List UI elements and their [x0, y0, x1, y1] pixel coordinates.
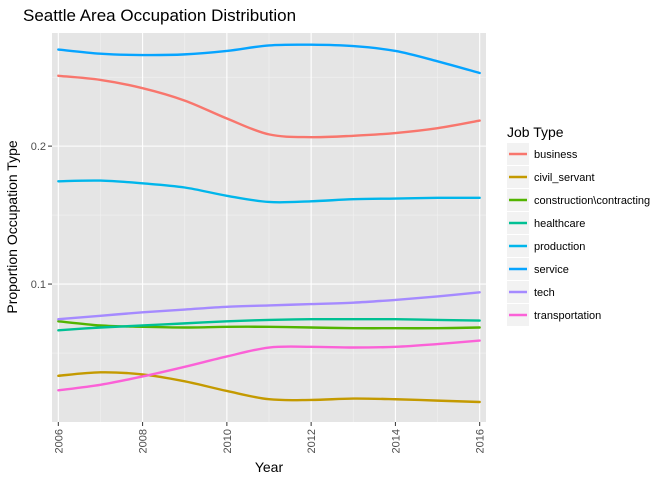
series-line-tech [57, 291, 481, 321]
y-tick-label: 0.1 [31, 279, 46, 291]
x-axis-label: Year [255, 459, 284, 475]
x-tick-label: 2010 [222, 429, 234, 453]
series-line-civil-servant [57, 371, 481, 404]
x-tick-label: 2016 [475, 429, 487, 453]
legend-label-business: business [534, 149, 578, 161]
x-tick-label: 2008 [138, 429, 150, 453]
legend-label-tech: tech [534, 287, 555, 299]
legend-title: Job Type [507, 124, 564, 140]
series-line-service [57, 43, 481, 75]
series-line-business [57, 74, 481, 139]
x-tick-label: 2014 [390, 429, 402, 453]
legend-items: business civil_servant construction\contra… [507, 143, 650, 326]
series-line-healthcare [57, 317, 481, 332]
legend: Job Type business civil_servant constructi… [507, 124, 650, 326]
chart-title: Seattle Area Occupation Distribution [23, 6, 296, 25]
series-lines [57, 43, 481, 404]
legend-label-service: service [534, 264, 569, 276]
y-tick-label: 0.2 [31, 141, 46, 153]
legend-label-construction-contracting: construction\contracting [534, 195, 650, 207]
x-tick-label: 2012 [306, 429, 318, 453]
legend-label-civil-servant: civil_servant [534, 172, 595, 184]
x-tick-label: 2006 [53, 429, 65, 453]
x-axis: 2006 2008 2010 2012 2014 2016 [53, 422, 487, 453]
series-line-transportation [57, 339, 481, 392]
y-axis: 0.1 0.2 [31, 141, 52, 291]
y-axis-label: Proportion Occupation Type [4, 140, 20, 314]
legend-label-transportation: transportation [534, 310, 601, 322]
series-line-production [57, 179, 481, 204]
legend-label-healthcare: healthcare [534, 218, 585, 230]
grid-minor [52, 33, 486, 422]
legend-label-production: production [534, 241, 585, 253]
